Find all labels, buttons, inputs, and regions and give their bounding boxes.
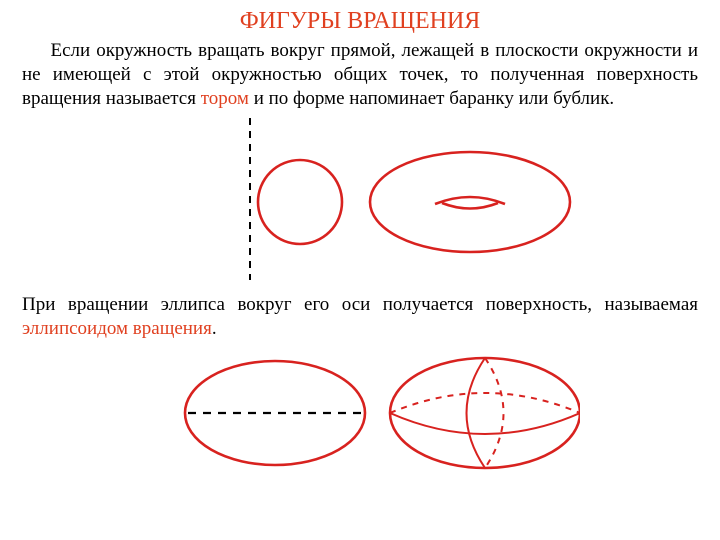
meridian-back xyxy=(485,358,504,468)
paragraph-ellipsoid: При вращении эллипса вокруг его оси полу… xyxy=(22,293,698,341)
equator-front xyxy=(390,413,580,434)
p2-part2: . xyxy=(212,318,217,339)
generating-circle xyxy=(258,160,342,244)
torus-hole-bottom xyxy=(442,203,498,209)
equator-back xyxy=(390,393,580,413)
figure-torus xyxy=(140,112,580,287)
p1-part2: и по форме напоминает баранку или бублик… xyxy=(249,88,614,109)
figure-ellipsoid xyxy=(140,343,580,493)
meridian-front xyxy=(467,358,486,468)
p2-highlight: эллипсоидом вращения xyxy=(22,318,212,339)
torus-outline xyxy=(370,152,570,252)
ellipsoid-outline xyxy=(390,358,580,468)
page-title: ФИГУРЫ ВРАЩЕНИЯ xyxy=(22,8,698,35)
paragraph-torus: Если окружность вращать вокруг прямой, л… xyxy=(22,39,698,110)
p1-highlight: тором xyxy=(201,88,249,109)
p2-part1: При вращении эллипса вокруг его оси полу… xyxy=(22,294,698,315)
